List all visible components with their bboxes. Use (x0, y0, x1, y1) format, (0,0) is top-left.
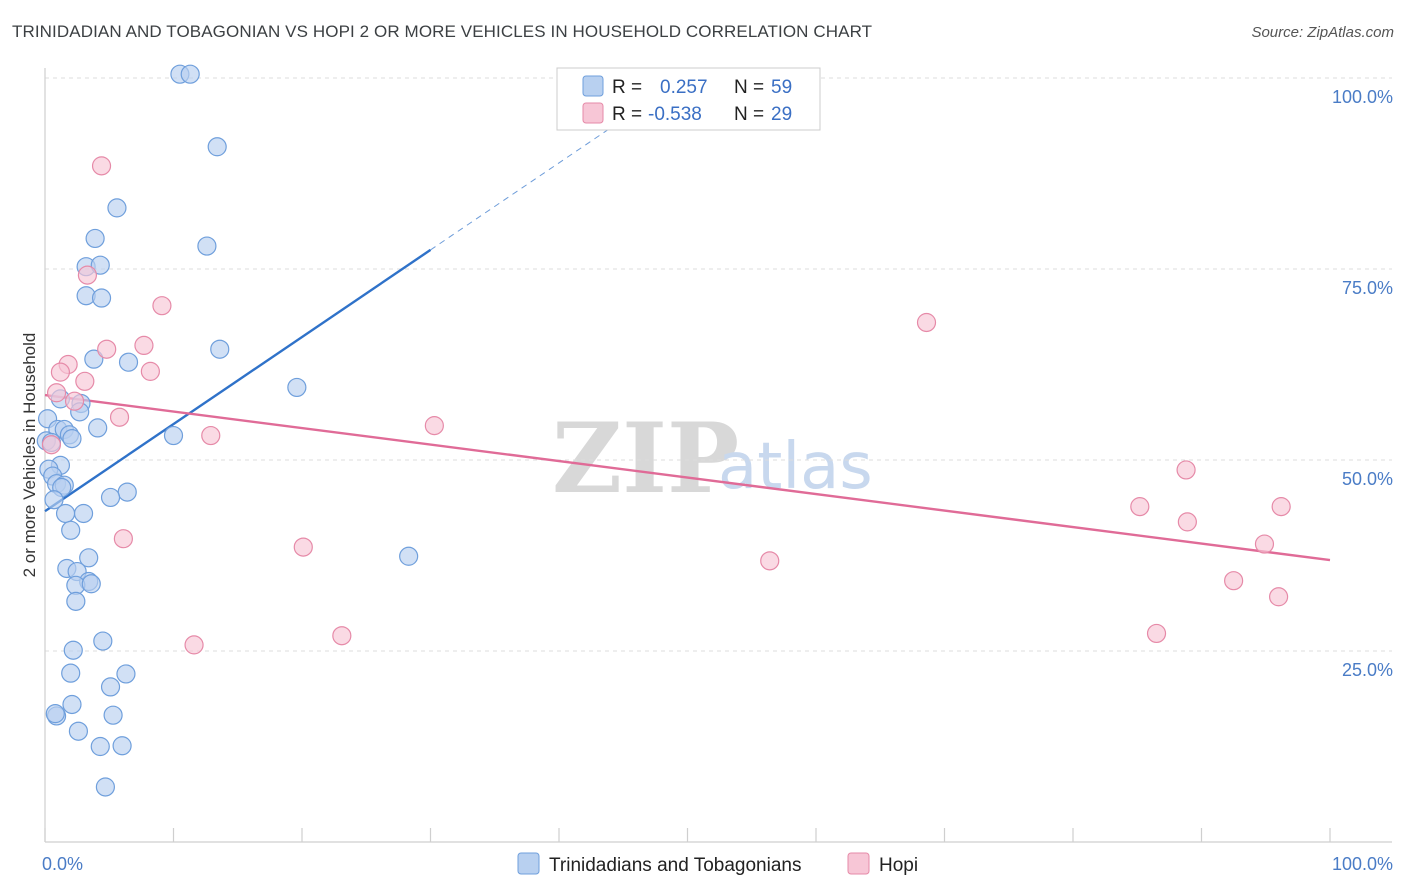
point-trinidadian-33 (100, 487, 121, 508)
correlation-legend: R = 0.257 N = 59 R = -0.538 N = 29 (556, 67, 821, 131)
point-trinidadian-35 (55, 503, 76, 524)
legend-r-label-0: R = (612, 77, 642, 98)
point-trinidadian-49 (100, 677, 121, 697)
x-tick-label-1: 100.0% (1332, 854, 1393, 874)
point-trinidadian-12 (118, 352, 139, 372)
point-trinidadian-1 (180, 64, 200, 84)
series-legend: Trinidadians and Tobagonians Hopi (517, 852, 918, 876)
point-trinidadian-47 (61, 663, 81, 683)
series-legend-label-1: Hopi (879, 855, 918, 876)
point-trinidadian-37 (61, 520, 81, 540)
legend-r-value-1: -0.538 (648, 104, 702, 125)
point-trinidadian-22 (62, 429, 82, 449)
point-hopi-7 (50, 362, 71, 382)
watermark-zip: ZIP (552, 402, 739, 515)
legend-r-value-0: 0.257 (660, 77, 708, 98)
point-trinidadian-10 (210, 339, 230, 359)
point-trinidadian-50 (62, 694, 82, 715)
trend-line-blue (44, 248, 432, 513)
point-hopi-2 (152, 296, 172, 316)
point-hopi-8 (140, 361, 160, 381)
point-hopi-1 (77, 265, 98, 285)
legend-n-value-1: 29 (771, 104, 792, 125)
legend-n-label-1: N = (734, 104, 764, 125)
point-hopi-20 (113, 529, 133, 549)
point-hopi-5 (97, 339, 117, 359)
y-tick-label-1: 50.0% (1342, 469, 1393, 489)
point-trinidadian-23 (163, 425, 184, 446)
point-trinidadian-13 (287, 377, 307, 398)
point-trinidadian-2 (207, 137, 227, 157)
point-hopi-19 (1177, 512, 1197, 532)
legend-n-value-0: 59 (771, 77, 792, 98)
point-hopi-18 (1271, 497, 1291, 517)
point-hopi-0 (91, 156, 112, 176)
point-trinidadian-39 (399, 546, 419, 566)
point-hopi-14 (201, 425, 221, 446)
point-hopi-17 (1130, 497, 1150, 517)
point-hopi-13 (424, 416, 444, 436)
point-trinidadian-54 (112, 736, 132, 756)
point-trinidadian-3 (107, 198, 127, 218)
point-trinidadian-48 (116, 664, 136, 684)
point-trinidadian-34 (44, 490, 64, 510)
point-trinidadian-44 (66, 591, 86, 611)
point-trinidadian-18 (88, 418, 108, 438)
point-trinidadian-52 (103, 705, 123, 725)
point-trinidadian-4 (85, 228, 105, 249)
legend-n-label-0: N = (734, 77, 764, 98)
point-hopi-23 (760, 551, 780, 571)
point-hopi-10 (46, 383, 67, 403)
point-hopi-9 (75, 371, 95, 391)
point-trinidadian-9 (91, 288, 112, 308)
point-trinidadian-32 (117, 482, 137, 502)
series-legend-label-0: Trinidadians and Tobagonians (549, 855, 801, 876)
y-tick-label-0: 25.0% (1342, 660, 1393, 680)
source-label: Source: ZipAtlas.com (1251, 24, 1394, 41)
y-tick-label-2: 75.0% (1342, 278, 1393, 298)
point-trinidadian-58 (81, 574, 101, 594)
point-trinidadian-46 (63, 640, 83, 660)
series-legend-swatch-pink (847, 852, 870, 875)
point-hopi-21 (293, 537, 313, 557)
point-trinidadian-56 (95, 777, 115, 797)
point-hopi-16 (1176, 460, 1196, 480)
point-trinidadian-7 (90, 255, 110, 275)
point-trinidadian-36 (73, 503, 94, 524)
point-trinidadian-5 (197, 236, 217, 256)
gridlines (45, 77, 1392, 652)
watermark-atlas: atlas (718, 430, 873, 504)
y-tick-label-3: 100.0% (1332, 87, 1393, 107)
data-points (36, 64, 1291, 797)
point-trinidadian-55 (90, 736, 110, 757)
point-hopi-27 (332, 626, 352, 646)
point-hopi-28 (184, 635, 204, 655)
tick-labels: 25.0% 50.0% 75.0% 100.0% 0.0% 100.0% (42, 87, 1393, 874)
x-tick-label-0: 0.0% (42, 854, 83, 874)
point-trinidadian-57 (45, 704, 65, 724)
point-trinidadian-38 (79, 548, 99, 568)
legend-swatch-pink (582, 102, 604, 124)
point-hopi-4 (134, 335, 154, 355)
point-hopi-24 (1224, 571, 1244, 591)
point-trinidadian-45 (93, 631, 113, 651)
point-hopi-15 (41, 435, 62, 455)
trend-line-pink (44, 393, 1331, 562)
point-hopi-22 (1254, 534, 1275, 554)
point-hopi-11 (64, 391, 85, 411)
legend-r-label-1: R = (612, 104, 642, 125)
axes (44, 68, 1392, 843)
point-hopi-26 (1146, 623, 1167, 644)
y-axis-title: 2 or more Vehicles in Household (20, 333, 39, 578)
legend-swatch-blue (582, 75, 604, 97)
point-hopi-25 (1268, 587, 1289, 607)
point-hopi-3 (916, 312, 937, 333)
series-legend-swatch-blue (517, 852, 540, 875)
chart-title: TRINIDADIAN AND TOBAGONIAN VS HOPI 2 OR … (12, 22, 873, 41)
point-hopi-12 (109, 407, 130, 427)
point-trinidadian-11 (84, 349, 104, 369)
point-trinidadian-53 (68, 721, 89, 741)
